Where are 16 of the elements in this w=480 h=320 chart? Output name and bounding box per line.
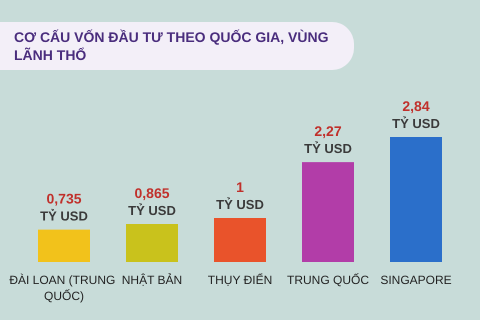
x-tick-label: THỤY ĐIỂN	[208, 273, 272, 287]
x-tick-label: NHẬT BẢN	[122, 273, 182, 287]
bar	[38, 230, 90, 262]
data-label: 0,865 TỶ USD	[128, 184, 176, 218]
chart-title: CƠ CẤU VỐN ĐẦU TƯ THEO QUỐC GIA, VÙNG LÃNH THỔ	[0, 22, 354, 70]
data-label: 0,735 TỶ USD	[40, 190, 88, 224]
data-label: 1 TỶ USD	[216, 179, 264, 212]
bar	[390, 137, 442, 262]
data-label: 2,84 TỶ USD	[392, 98, 440, 132]
x-tick-label: TRUNG QUỐC	[287, 273, 370, 287]
x-tick-label: SINGAPORE	[380, 273, 452, 287]
x-tick-label: ĐÀI LOAN (TRUNG QUỐC)	[9, 273, 119, 303]
bar	[214, 218, 266, 262]
bar	[126, 224, 178, 262]
data-label: 2,27 TỶ USD	[304, 123, 352, 156]
bar	[302, 162, 354, 262]
